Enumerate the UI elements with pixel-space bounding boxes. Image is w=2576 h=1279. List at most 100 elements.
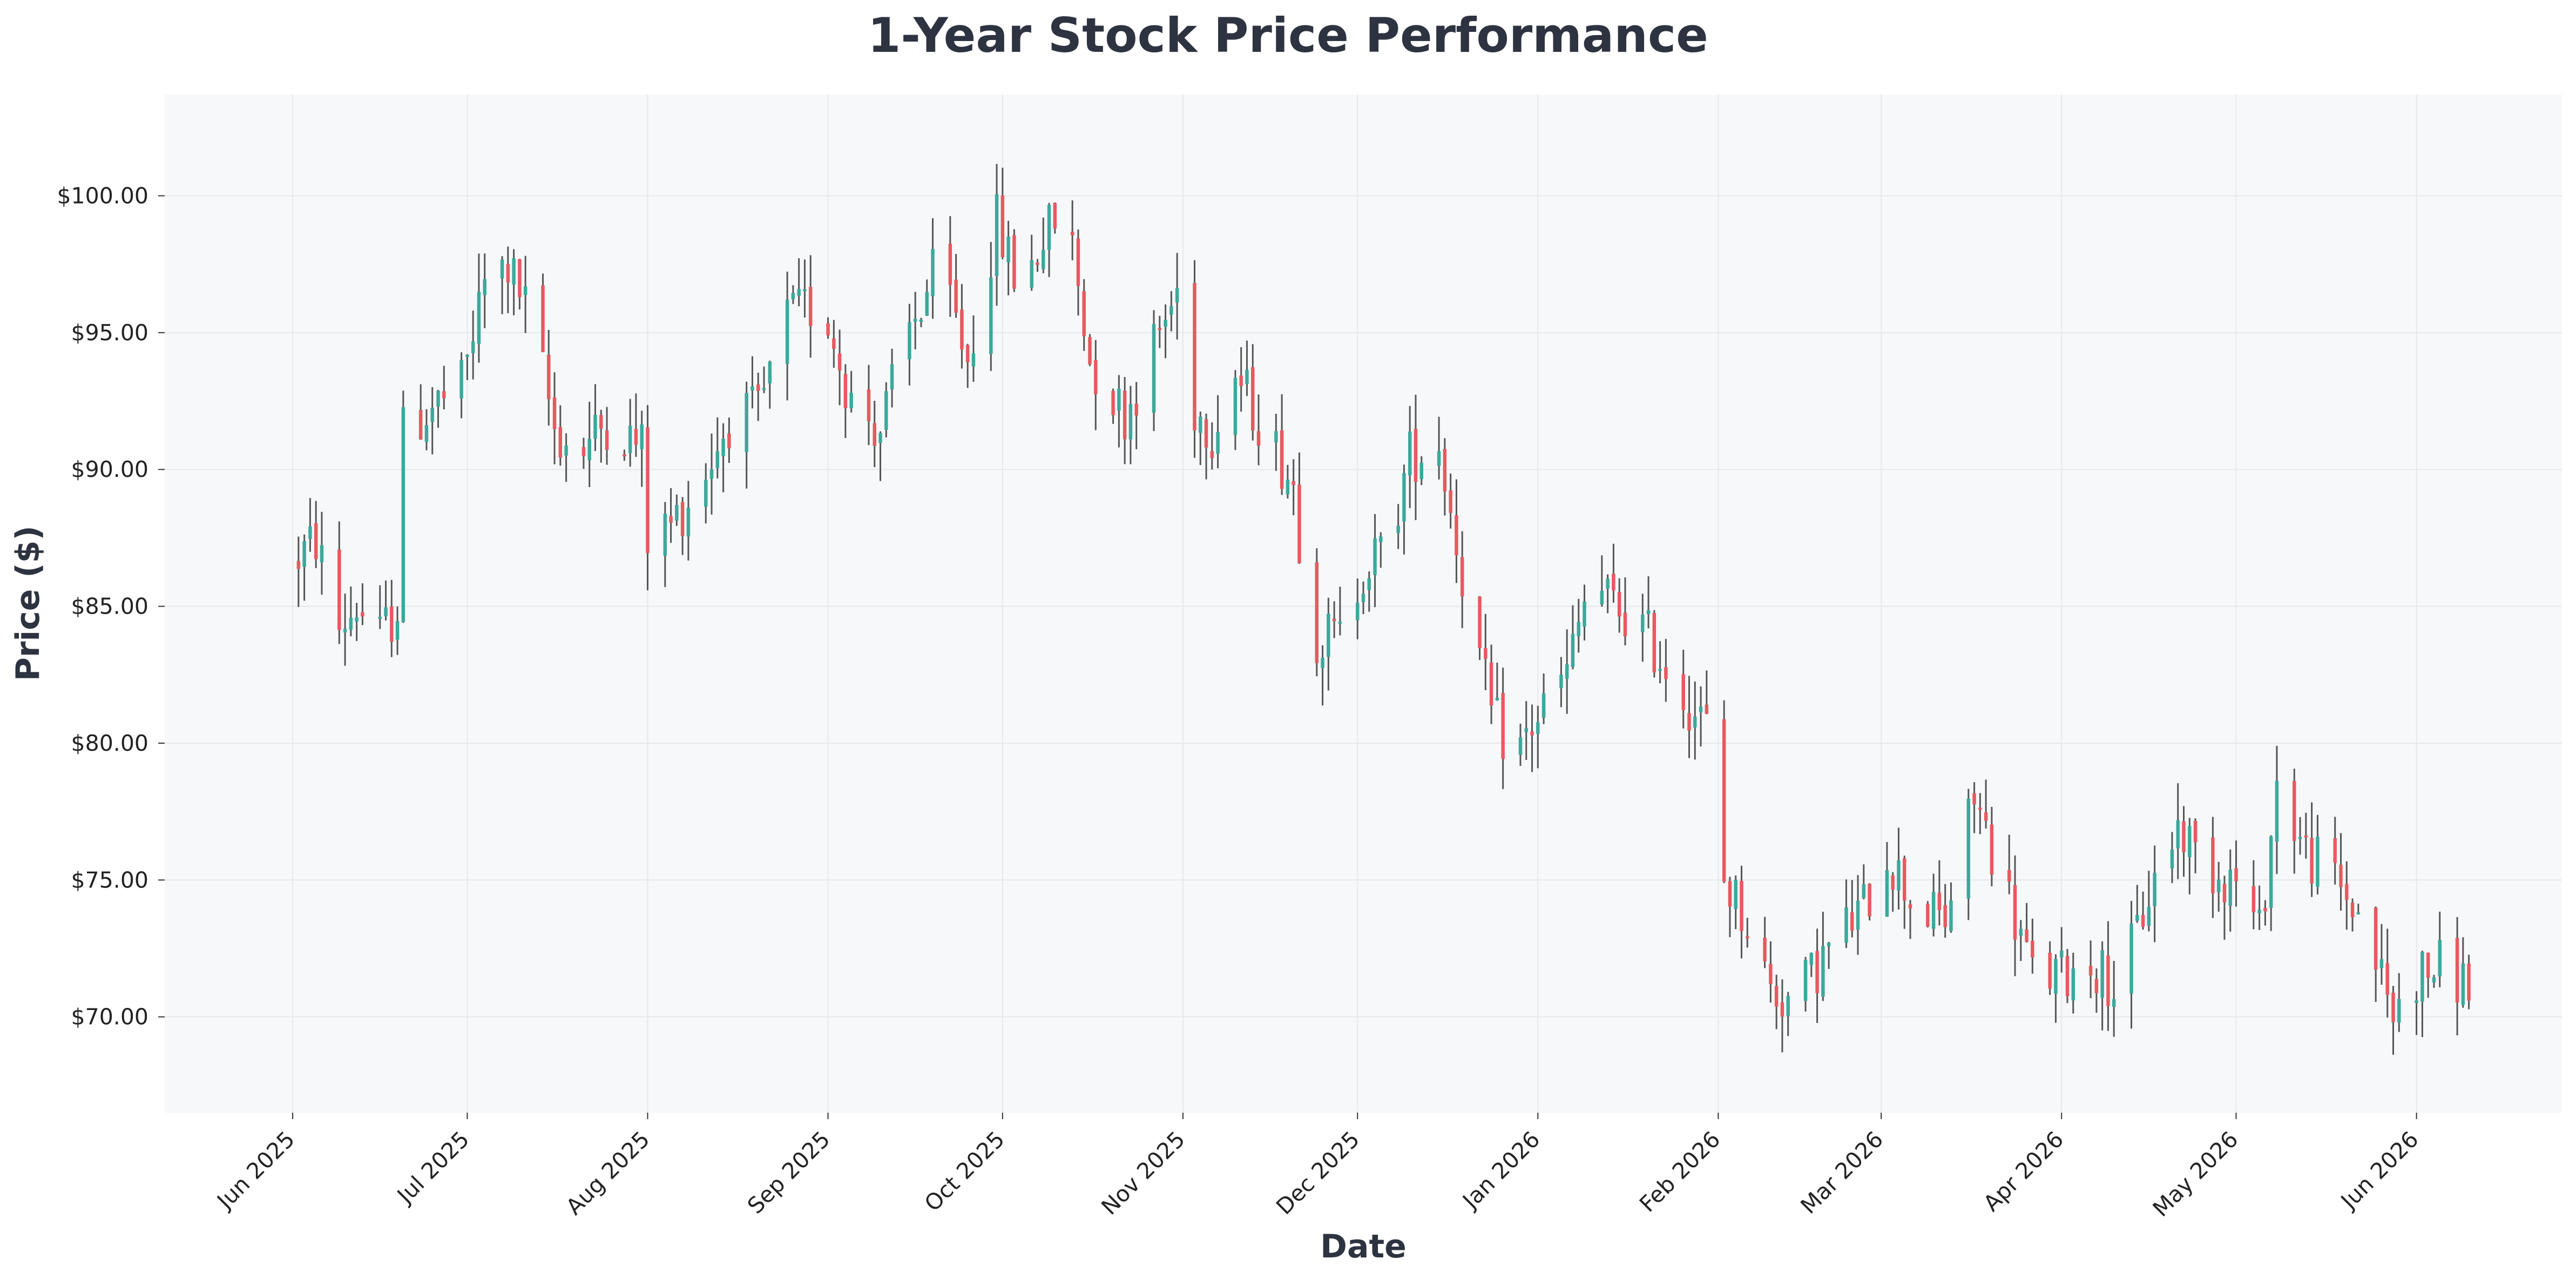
candle-up (2269, 836, 2273, 908)
candle-up (1583, 601, 1586, 627)
chart-title: 1-Year Stock Price Performance (868, 8, 1708, 63)
candle-down (1984, 812, 1988, 821)
y-tick-label: $85.00 (71, 594, 148, 620)
candle-down (518, 259, 522, 298)
candle-down (1076, 238, 1080, 286)
candle-up (436, 391, 440, 407)
y-tick-label: $90.00 (71, 456, 148, 482)
candle-down (2141, 914, 2145, 927)
candle-down (552, 397, 557, 429)
candle-down (1763, 938, 1767, 961)
candle-up (2298, 837, 2302, 839)
candle-up (2432, 977, 2436, 982)
candle-down (2426, 952, 2430, 978)
candle-up (1321, 657, 1324, 668)
candle-up (2129, 923, 2133, 994)
candle-up (1693, 716, 1697, 728)
candle-down (1530, 731, 1534, 736)
candle-up (593, 414, 597, 439)
candle-down (2304, 835, 2308, 838)
candle-up (2257, 910, 2261, 913)
candle-up (925, 292, 929, 316)
candle-down (1746, 936, 1749, 939)
candle-down (582, 447, 586, 456)
candle-down (541, 285, 545, 352)
candle-down (1111, 391, 1115, 415)
candle-up (1827, 943, 1831, 947)
candle-down (954, 279, 958, 313)
candle-up (523, 286, 528, 295)
candle-up (2100, 950, 2104, 998)
candle-up (2316, 837, 2320, 887)
x-axis-label: Date (1320, 1228, 1407, 1265)
candle-down (1455, 515, 1458, 556)
candle-up (1408, 431, 1412, 476)
candle-up (1437, 451, 1441, 466)
candle-down (2293, 780, 2296, 841)
candle-down (558, 427, 563, 458)
candle-up (878, 433, 882, 443)
candle-down (2013, 885, 2017, 940)
candle-down (314, 523, 318, 560)
x-tick-label: Jun 2025 (211, 1126, 300, 1215)
candle-up (2461, 963, 2465, 1005)
candle-up (2170, 850, 2174, 869)
candle-down (843, 374, 848, 408)
candle-up (1809, 953, 1814, 965)
candle-down (1903, 858, 1906, 901)
candle-down (1937, 892, 1942, 910)
candle-down (1850, 912, 1854, 931)
candle-up (1641, 614, 1645, 632)
candle-up (1931, 892, 1936, 929)
candle-up (1379, 536, 1383, 542)
candle-down (837, 353, 842, 371)
candle-down (1315, 562, 1319, 664)
candle-down (1489, 662, 1493, 706)
y-tick-label: $75.00 (71, 867, 148, 893)
candle-down (2065, 955, 2070, 997)
candle-down (1501, 692, 1505, 759)
x-tick-label: Aug 2025 (561, 1126, 655, 1220)
candle-up (785, 299, 789, 364)
candle-down (826, 323, 830, 336)
candle-down (634, 429, 638, 445)
candle-up (2071, 968, 2075, 1001)
y-axis-ticks: $70.00 $75.00 $80.00 $85.00 $90.00 $95.00 $100… (57, 183, 165, 1030)
candle-down (1193, 282, 1196, 431)
candle-up (477, 292, 481, 344)
candle-up (721, 439, 725, 456)
x-tick-label: Feb 2026 (1634, 1126, 1725, 1217)
candle-down (646, 427, 650, 553)
x-tick-label: Apr 2026 (1978, 1126, 2068, 1216)
candle-up (919, 319, 923, 322)
candle-up (1338, 621, 1342, 624)
candle-up (797, 288, 801, 296)
candle-up (1402, 473, 1406, 522)
candle-down (2252, 886, 2256, 913)
candle-down (808, 287, 813, 326)
candle-up (378, 616, 382, 619)
candle-down (2182, 821, 2186, 852)
y-tick-label: $95.00 (71, 320, 148, 346)
candle-down (1891, 875, 1895, 890)
candle-down (2094, 979, 2099, 993)
candle-up (675, 504, 679, 521)
candle-up (564, 445, 568, 456)
candle-up (2147, 907, 2151, 926)
x-tick-label: Dec 2025 (1271, 1126, 1364, 1220)
candle-up (320, 545, 324, 563)
candle-down (1256, 431, 1261, 446)
candle-down (1292, 481, 1295, 486)
candle-up (1047, 205, 1051, 250)
candle-down (1210, 451, 1214, 459)
candle-up (1600, 590, 1604, 605)
candle-down (1623, 612, 1627, 637)
grid-lines (165, 95, 2562, 1113)
candle-down (1484, 648, 1488, 659)
candle-down (1280, 430, 1284, 489)
candle-down (547, 354, 551, 400)
candle-down (1652, 612, 1657, 672)
candle-up (459, 360, 463, 399)
candle-up (663, 514, 667, 556)
candle-down (873, 423, 876, 446)
